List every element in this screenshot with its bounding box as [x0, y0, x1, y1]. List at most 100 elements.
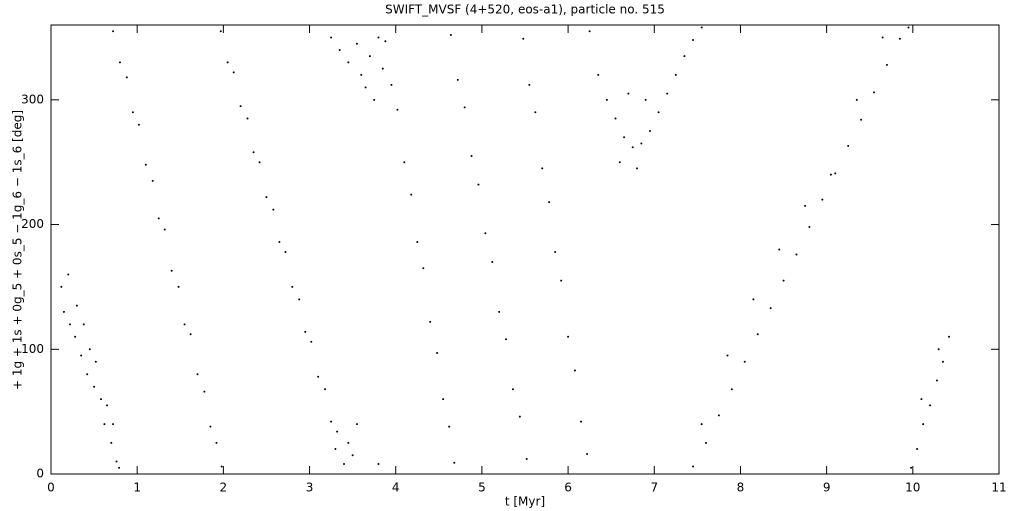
data-point	[115, 460, 118, 463]
data-point	[82, 323, 85, 326]
data-point	[384, 40, 387, 43]
data-point	[929, 404, 932, 407]
data-point	[692, 38, 695, 41]
data-point	[666, 92, 669, 95]
data-point	[704, 441, 707, 444]
data-point	[272, 208, 275, 211]
data-point	[74, 335, 77, 338]
data-point	[94, 360, 97, 363]
data-point	[390, 83, 393, 86]
data-point	[317, 375, 320, 378]
data-point	[522, 37, 525, 40]
data-point	[484, 232, 487, 235]
data-point	[246, 117, 249, 120]
data-point	[258, 161, 261, 164]
data-point	[873, 91, 876, 94]
data-point	[67, 273, 70, 276]
data-point	[614, 117, 617, 120]
data-point	[778, 248, 781, 251]
x-tick-label: 4	[392, 481, 400, 495]
data-point	[137, 123, 140, 126]
data-point	[215, 441, 218, 444]
x-tick-label: 1	[133, 481, 141, 495]
data-point	[265, 196, 268, 199]
data-point	[330, 420, 333, 423]
data-point	[692, 465, 695, 468]
data-point	[636, 167, 639, 170]
x-tick-label: 10	[905, 481, 920, 495]
x-tick-label: 0	[47, 481, 55, 495]
data-point	[885, 63, 888, 66]
data-point	[252, 151, 255, 154]
x-tick-label: 8	[737, 481, 745, 495]
data-point	[505, 338, 508, 341]
data-point	[232, 71, 235, 74]
x-tick-label: 9	[823, 481, 831, 495]
data-point	[93, 385, 96, 388]
data-point	[453, 461, 456, 464]
data-point	[355, 42, 358, 45]
data-point	[618, 161, 621, 164]
data-point	[782, 279, 785, 282]
data-point	[586, 453, 589, 456]
data-point	[436, 352, 439, 355]
x-tick-label: 5	[478, 481, 486, 495]
data-point	[640, 142, 643, 145]
data-point	[623, 136, 626, 139]
data-point	[157, 217, 160, 220]
data-point	[338, 48, 341, 51]
data-point	[717, 414, 720, 417]
data-point	[477, 183, 480, 186]
data-point	[416, 241, 419, 244]
data-point	[730, 388, 733, 391]
chart-title: SWIFT_MVSF (4+520, eos-a1), particle no.…	[385, 3, 665, 17]
data-point	[324, 388, 327, 391]
data-point	[855, 98, 858, 101]
data-point	[429, 320, 432, 323]
data-point	[112, 30, 115, 33]
data-point	[541, 167, 544, 170]
y-tick-label: 300	[21, 92, 44, 106]
data-point	[935, 379, 938, 382]
data-point	[403, 161, 406, 164]
data-point	[627, 92, 630, 95]
data-point	[351, 454, 354, 457]
data-point	[118, 466, 121, 469]
data-point	[448, 425, 451, 428]
data-point	[528, 83, 531, 86]
data-point	[106, 404, 109, 407]
data-point	[941, 360, 944, 363]
x-tick-label: 6	[564, 481, 572, 495]
data-point	[131, 111, 134, 114]
data-point	[189, 333, 192, 336]
data-point	[422, 267, 425, 270]
data-point	[588, 30, 591, 33]
data-point	[203, 390, 206, 393]
data-point	[239, 105, 242, 108]
data-point	[442, 398, 445, 401]
data-point	[151, 179, 154, 182]
data-point	[631, 146, 634, 149]
data-point	[88, 348, 91, 351]
data-point	[726, 354, 729, 357]
data-point	[847, 144, 850, 147]
data-point	[948, 335, 951, 338]
data-point	[334, 448, 337, 451]
data-point	[183, 323, 186, 326]
data-point	[291, 285, 294, 288]
data-point	[278, 241, 281, 244]
data-point	[347, 61, 350, 64]
data-point	[60, 285, 63, 288]
data-point	[377, 463, 380, 466]
data-point	[284, 250, 287, 253]
data-point	[644, 98, 647, 101]
data-point	[597, 73, 600, 76]
data-point	[220, 465, 223, 468]
data-point	[910, 466, 913, 469]
data-point	[62, 310, 65, 313]
data-point	[99, 398, 102, 401]
data-point	[304, 330, 307, 333]
data-point	[347, 441, 350, 444]
data-point	[648, 130, 651, 133]
